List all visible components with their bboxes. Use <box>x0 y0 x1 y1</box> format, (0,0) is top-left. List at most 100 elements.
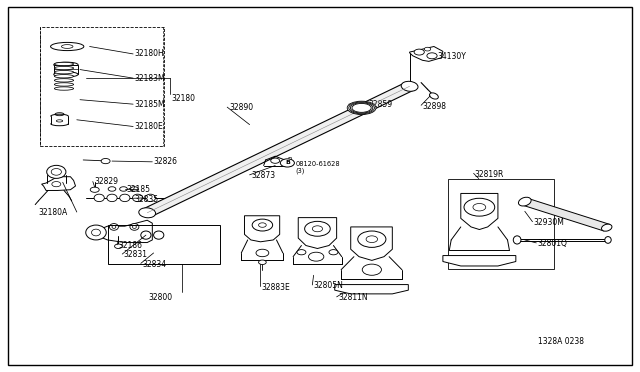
Ellipse shape <box>54 71 74 74</box>
Circle shape <box>115 244 122 248</box>
Ellipse shape <box>54 87 74 90</box>
Text: 32831: 32831 <box>124 250 148 259</box>
Polygon shape <box>522 198 610 231</box>
Text: 32898: 32898 <box>422 102 447 110</box>
Circle shape <box>329 250 338 255</box>
Bar <box>40 27 164 146</box>
Ellipse shape <box>54 67 74 70</box>
Circle shape <box>499 257 510 263</box>
Ellipse shape <box>351 103 372 113</box>
Circle shape <box>131 187 138 191</box>
Circle shape <box>305 221 330 236</box>
Circle shape <box>108 187 116 191</box>
Circle shape <box>259 223 266 227</box>
Circle shape <box>464 198 495 216</box>
Polygon shape <box>335 285 408 294</box>
Ellipse shape <box>109 224 118 230</box>
Ellipse shape <box>605 237 611 243</box>
Text: 32805N: 32805N <box>314 281 344 290</box>
Text: 32890: 32890 <box>229 103 253 112</box>
Text: B: B <box>287 157 292 163</box>
Circle shape <box>297 250 306 255</box>
Text: 32186: 32186 <box>118 241 143 250</box>
Ellipse shape <box>51 42 84 51</box>
Ellipse shape <box>61 45 73 48</box>
Circle shape <box>352 285 362 291</box>
Ellipse shape <box>54 78 74 82</box>
Circle shape <box>90 187 99 192</box>
Ellipse shape <box>132 194 143 202</box>
Text: 32185: 32185 <box>127 185 151 194</box>
Text: 32811N: 32811N <box>338 293 367 302</box>
Ellipse shape <box>86 225 106 240</box>
Polygon shape <box>410 46 443 61</box>
Ellipse shape <box>429 93 438 99</box>
Ellipse shape <box>92 229 100 236</box>
Ellipse shape <box>56 120 63 122</box>
Ellipse shape <box>513 236 521 244</box>
Circle shape <box>259 260 266 264</box>
Circle shape <box>366 236 378 243</box>
Ellipse shape <box>602 224 612 231</box>
Text: 32180H: 32180H <box>134 49 164 58</box>
Polygon shape <box>351 227 392 260</box>
Ellipse shape <box>54 62 74 65</box>
Ellipse shape <box>139 208 156 218</box>
Circle shape <box>387 285 397 291</box>
Text: 32930M: 32930M <box>534 218 564 227</box>
Circle shape <box>101 158 110 164</box>
Circle shape <box>312 226 323 232</box>
Ellipse shape <box>54 72 78 77</box>
Ellipse shape <box>47 165 66 178</box>
Text: 32835: 32835 <box>134 195 159 203</box>
Ellipse shape <box>107 194 117 202</box>
Text: 32859: 32859 <box>368 100 392 109</box>
Ellipse shape <box>51 169 61 175</box>
Circle shape <box>424 47 431 51</box>
Circle shape <box>52 182 61 187</box>
Ellipse shape <box>94 194 104 202</box>
Text: 32826: 32826 <box>154 157 178 166</box>
Text: 32834: 32834 <box>142 260 166 269</box>
Ellipse shape <box>55 113 64 116</box>
Circle shape <box>465 257 476 263</box>
Text: 32883E: 32883E <box>261 283 290 292</box>
Ellipse shape <box>349 102 374 114</box>
Circle shape <box>271 158 280 163</box>
Text: 32801Q: 32801Q <box>538 239 568 248</box>
Bar <box>108 225 220 264</box>
Ellipse shape <box>154 231 164 239</box>
Ellipse shape <box>112 225 116 228</box>
Ellipse shape <box>54 74 74 78</box>
Circle shape <box>427 53 437 59</box>
Circle shape <box>308 252 324 261</box>
Ellipse shape <box>132 225 136 228</box>
Ellipse shape <box>120 194 130 202</box>
Ellipse shape <box>145 194 156 202</box>
Polygon shape <box>461 193 498 230</box>
Text: 32873: 32873 <box>252 171 276 180</box>
Text: 32800: 32800 <box>148 293 173 302</box>
Text: 32180E: 32180E <box>134 122 163 131</box>
Circle shape <box>280 159 294 167</box>
Circle shape <box>252 219 273 231</box>
Circle shape <box>362 264 381 275</box>
Ellipse shape <box>352 103 371 112</box>
Bar <box>54 65 78 74</box>
Text: 32829: 32829 <box>95 177 119 186</box>
Polygon shape <box>99 220 152 243</box>
Ellipse shape <box>401 81 418 91</box>
Polygon shape <box>298 218 337 248</box>
Ellipse shape <box>54 83 74 86</box>
Circle shape <box>120 187 127 191</box>
Circle shape <box>414 49 424 55</box>
Text: (3): (3) <box>296 167 305 174</box>
Bar <box>448 179 554 269</box>
Text: 32183M: 32183M <box>134 74 165 83</box>
Ellipse shape <box>54 62 78 67</box>
Polygon shape <box>244 216 280 242</box>
Text: B: B <box>285 160 290 166</box>
Text: 34130Y: 34130Y <box>438 52 467 61</box>
Polygon shape <box>142 83 415 216</box>
Text: 32180A: 32180A <box>38 208 68 217</box>
